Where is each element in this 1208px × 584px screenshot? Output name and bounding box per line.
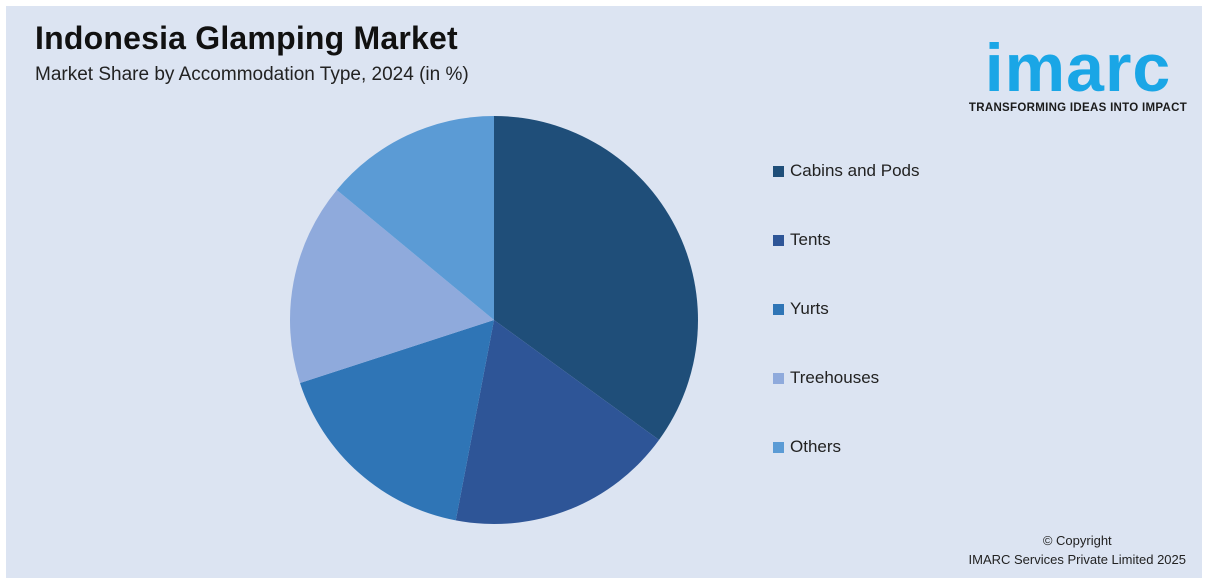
- pie-slice-yurts: [299, 320, 494, 521]
- imarc-logo: imarc TRANSFORMING IDEAS INTO IMPACT: [962, 16, 1194, 120]
- copyright-notice: © Copyright IMARC Services Private Limit…: [969, 531, 1186, 569]
- pie-slice-treehouses: [289, 189, 494, 384]
- logo-tagline: TRANSFORMING IDEAS INTO IMPACT: [968, 102, 1188, 114]
- legend-swatch: [773, 372, 784, 384]
- logo-wordmark: imarc: [984, 30, 1172, 106]
- chart-title: Indonesia Glamping Market: [35, 20, 458, 56]
- legend-swatch: [773, 234, 784, 246]
- legend-item: Treehouses: [773, 367, 879, 389]
- legend-item: Tents: [773, 229, 831, 251]
- pie-slice-others: [336, 116, 494, 320]
- legend-label: Tents: [790, 230, 831, 249]
- legend-label: Yurts: [790, 299, 829, 318]
- legend-label: Others: [790, 437, 842, 456]
- legend-label: Cabins and Pods: [790, 161, 920, 180]
- legend-swatch: [773, 165, 784, 177]
- pie-slice-cabins-and-pods: [494, 116, 699, 440]
- legend-item: Cabins and Pods: [773, 160, 919, 182]
- chart-subtitle: Market Share by Accommodation Type, 2024…: [35, 64, 469, 85]
- copyright-owner: IMARC Services Private Limited 2025: [968, 552, 1186, 567]
- pie-slice-tents: [455, 320, 660, 525]
- legend-item: Yurts: [773, 298, 829, 320]
- legend-label: Treehouses: [790, 368, 880, 387]
- copyright-line: © Copyright: [1042, 533, 1112, 548]
- legend-swatch: [773, 303, 784, 315]
- legend-swatch: [773, 441, 784, 453]
- legend-item: Others: [773, 436, 841, 458]
